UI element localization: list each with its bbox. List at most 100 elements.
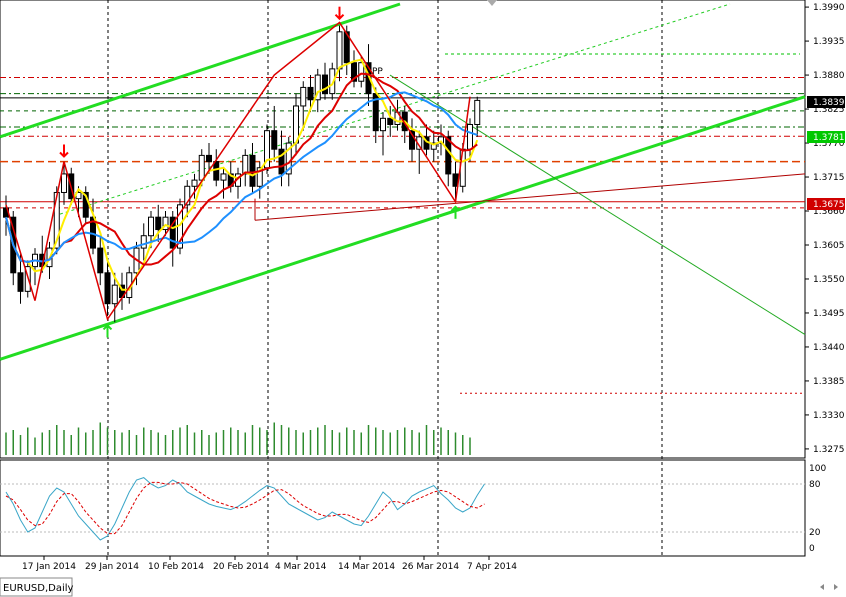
- chart-shift-marker-icon[interactable]: [487, 0, 497, 6]
- oscillator-panel-frame: [0, 459, 806, 557]
- candle-body: [467, 123, 473, 150]
- zigzag-line: [5, 21, 471, 321]
- price-tick-label: 1.3495: [813, 309, 845, 319]
- candle-body: [336, 31, 343, 70]
- candle-body: [409, 130, 415, 150]
- candle-body: [242, 154, 249, 175]
- volume-bars: [5, 422, 471, 455]
- price-tick-label: 1.3770: [813, 139, 845, 149]
- price-tick-label: 1.3715: [813, 173, 845, 183]
- pivot-label: PP: [372, 67, 383, 77]
- price-panel-frame: [0, 0, 806, 459]
- date-tick-label: 7 Apr 2014: [467, 562, 517, 572]
- current-price-label: 1.3839: [813, 98, 845, 108]
- candle-body: [380, 117, 386, 132]
- price-tick-label: 1.3440: [813, 343, 845, 353]
- date-axis: 17 Jan 2014 29 Jan 2014 10 Feb 2014 20 Feb …: [22, 556, 517, 572]
- oscillator-axis: 100 80 20 0: [809, 464, 826, 554]
- price-tick-label: 1.3605: [813, 241, 845, 251]
- candle-body: [351, 62, 357, 82]
- candle-body: [169, 216, 176, 249]
- candle-body: [213, 161, 220, 181]
- fractal-arrows: [59, 6, 461, 338]
- date-tick-label: 20 Feb 2014: [213, 562, 269, 572]
- candle-body: [278, 148, 285, 175]
- price-tick-label: 1.3825: [813, 105, 845, 115]
- candle-body: [343, 31, 350, 64]
- candle-body: [17, 272, 24, 292]
- candle-body: [155, 216, 162, 231]
- candle-body: [249, 154, 256, 187]
- candlesticks: [3, 25, 481, 323]
- level-label-box-red: [807, 198, 845, 210]
- oscillator-tick-label: 80: [809, 480, 821, 490]
- price-axis: 1.3990 1.3935 1.3880 1.3825 1.3770 1.3715 1.36…: [805, 3, 845, 455]
- candle-body: [104, 272, 111, 305]
- price-tick-label: 1.3550: [813, 275, 845, 285]
- candle-body: [140, 235, 147, 249]
- candle-body: [474, 99, 481, 125]
- candle-body: [111, 284, 118, 305]
- resistance-thin-line: [254, 173, 806, 221]
- moving-averages: [5, 58, 479, 291]
- moving-average-line: [5, 91, 478, 264]
- price-tick-label: 1.3330: [813, 411, 845, 421]
- stochastic-signal-line: [5, 481, 485, 535]
- candle-body: [322, 74, 328, 95]
- trend-lines: [0, 2, 806, 361]
- date-tick-label: 10 Feb 2014: [148, 562, 204, 572]
- scroll-left-icon[interactable]: [820, 584, 824, 590]
- up-arrow-icon: [102, 324, 113, 331]
- candle-body: [61, 173, 67, 193]
- symbol-tab[interactable]: [0, 577, 73, 597]
- candle-body: [198, 154, 205, 181]
- oscillator-tick-label: 0: [809, 544, 815, 554]
- down-arrow-icon: [59, 151, 69, 158]
- oscillator-tick-label: 20: [809, 528, 821, 538]
- price-tick-label: 1.3880: [813, 71, 845, 81]
- candle-body: [300, 86, 307, 107]
- candle-body: [162, 216, 169, 231]
- candle-body: [191, 179, 198, 187]
- scroll-right-icon[interactable]: [834, 584, 838, 590]
- candle-body: [148, 216, 154, 237]
- diagonal-thin-line: [389, 74, 806, 336]
- channel-lower-line: [0, 95, 806, 361]
- price-tick-label: 1.3935: [813, 37, 845, 47]
- date-tick-label: 14 Mar 2014: [338, 562, 395, 572]
- candle-body: [271, 130, 278, 150]
- date-tick-label: 26 Mar 2014: [402, 562, 459, 572]
- up-arrow-icon: [450, 205, 461, 212]
- level-label-box-green: [807, 131, 845, 143]
- date-tick-label: 29 Jan 2014: [85, 562, 139, 572]
- candle-body: [358, 62, 365, 82]
- candle-body: [314, 74, 321, 101]
- candle-body: [97, 247, 104, 274]
- candle-body: [53, 191, 60, 249]
- down-arrow-icon: [334, 13, 345, 21]
- candle-body: [220, 173, 227, 181]
- candle-body: [387, 117, 394, 125]
- zigzag-indicator: [5, 21, 471, 321]
- candle-body: [459, 148, 466, 187]
- price-tick-label: 1.3990: [813, 3, 845, 13]
- level-label-red: 1.3675: [813, 200, 845, 210]
- date-tick-label: 17 Jan 2014: [22, 562, 76, 572]
- candle-body: [82, 191, 89, 218]
- price-tick-label: 1.3660: [813, 207, 845, 217]
- date-tick-label: 4 Mar 2014: [275, 562, 327, 572]
- candle-body: [256, 167, 263, 187]
- candle-body: [184, 185, 191, 206]
- oscillator-tick-label: 100: [809, 464, 826, 474]
- candle-body: [430, 142, 437, 150]
- symbol-tab-label: EURUSD,Daily: [3, 583, 74, 594]
- candle-body: [206, 154, 212, 163]
- current-price-box: [807, 96, 845, 108]
- level-label-green: 1.3781: [813, 133, 845, 143]
- price-tick-label: 1.3275: [813, 445, 845, 455]
- candle-body: [329, 68, 336, 95]
- stochastic-oscillator: [0, 477, 805, 541]
- price-tick-label: 1.3385: [813, 377, 845, 387]
